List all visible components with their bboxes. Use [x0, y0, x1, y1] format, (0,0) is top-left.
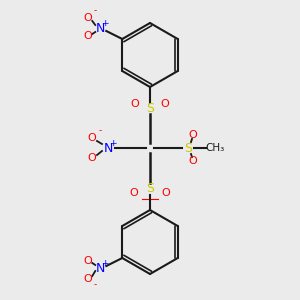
Text: N: N — [96, 262, 105, 275]
Text: S: S — [146, 182, 154, 196]
Text: -: - — [98, 127, 102, 136]
Text: S: S — [184, 142, 192, 154]
Text: S: S — [146, 101, 154, 115]
Text: -: - — [94, 7, 97, 16]
Text: O: O — [162, 188, 170, 198]
Text: O: O — [83, 274, 92, 284]
Text: +: + — [109, 139, 117, 148]
Text: O: O — [88, 153, 96, 163]
Text: N: N — [96, 22, 105, 35]
Text: O: O — [83, 13, 92, 23]
Text: +: + — [101, 20, 109, 28]
Text: +: + — [101, 259, 109, 268]
Text: -: - — [94, 280, 97, 290]
Text: CH₃: CH₃ — [206, 143, 225, 153]
Text: O: O — [130, 99, 140, 109]
Text: O: O — [83, 31, 92, 41]
Text: N: N — [103, 142, 113, 154]
Text: O: O — [160, 99, 169, 109]
Text: O: O — [130, 188, 138, 198]
Text: O: O — [88, 133, 96, 143]
Text: O: O — [83, 256, 92, 266]
Text: O: O — [189, 130, 197, 140]
Text: O: O — [189, 156, 197, 166]
